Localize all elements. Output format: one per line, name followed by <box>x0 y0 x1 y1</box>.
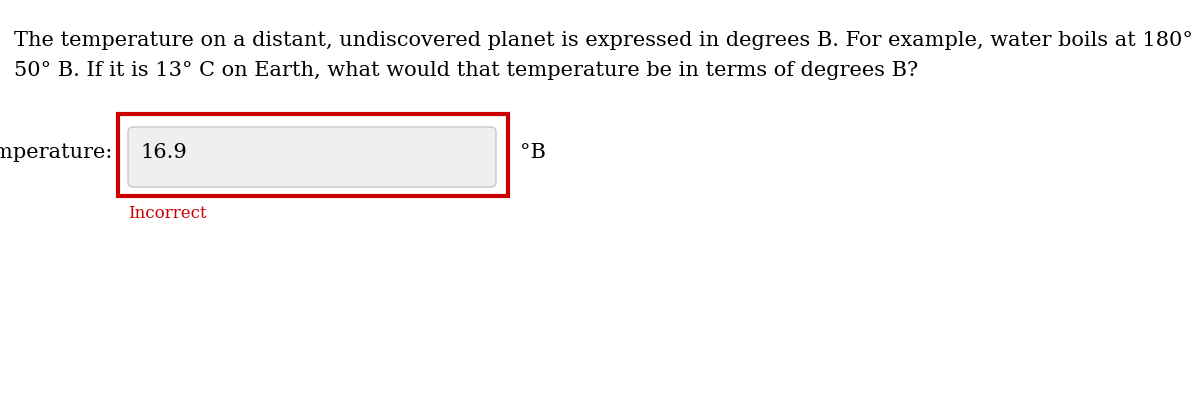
Text: 50° B. If it is 13° C on Earth, what would that temperature be in terms of degre: 50° B. If it is 13° C on Earth, what wou… <box>14 61 918 80</box>
Text: 16.9: 16.9 <box>140 144 187 162</box>
Text: Incorrect: Incorrect <box>128 205 206 222</box>
FancyBboxPatch shape <box>128 127 496 187</box>
Text: The temperature on a distant, undiscovered planet is expressed in degrees B. For: The temperature on a distant, undiscover… <box>14 31 1200 50</box>
FancyBboxPatch shape <box>118 114 508 196</box>
Text: °B: °B <box>520 144 546 162</box>
Text: temperature:: temperature: <box>0 144 113 162</box>
